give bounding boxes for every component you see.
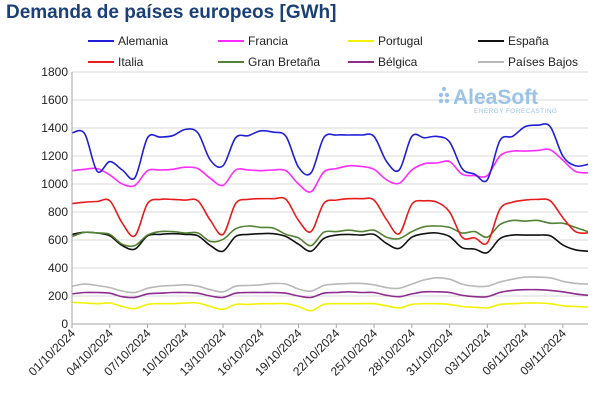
logo-mark-icon [438, 86, 450, 104]
legend-label-paises-bajos: Países Bajos [508, 55, 578, 69]
legend-label-gran-bretana: Gran Bretaña [248, 55, 320, 69]
series-line-portugal [71, 301, 589, 312]
legend-label-francia: Francia [248, 34, 288, 48]
legend-label-espana: España [508, 34, 549, 48]
y-tick-label: 800 [48, 205, 68, 219]
series-line-espana [71, 231, 589, 254]
chart-title: Demanda de países europeos [GWh] [6, 2, 337, 23]
legend-label-alemania: Alemania [118, 34, 168, 48]
logo-text: AleaSoft [453, 86, 538, 109]
y-tick-label: 0 [61, 317, 68, 331]
logo-tagline: ENERGY FORECASTING [474, 108, 557, 115]
series-line-gran-bretana [71, 219, 589, 248]
series-line-alemania [71, 123, 589, 183]
series-line-italia [71, 196, 589, 245]
series-lines [71, 123, 589, 312]
y-tick-label: 400 [48, 261, 68, 275]
y-tick-label: 1800 [41, 65, 68, 79]
series-line-francia [71, 148, 589, 193]
y-tick-label: 200 [48, 289, 68, 303]
y-tick-label: 1600 [41, 93, 68, 107]
y-tick-label: 1200 [41, 149, 68, 163]
y-tick-label: 1000 [41, 177, 68, 191]
legend-label-portugal: Portugal [378, 34, 423, 48]
legend-label-italia: Italia [118, 55, 144, 69]
y-tick-label: 1400 [41, 121, 68, 135]
series-line-paises-bajos [71, 276, 589, 294]
aleasoft-logo: AleaSoft ENERGY FORECASTING [438, 86, 557, 115]
series-line-belgica [71, 288, 589, 299]
y-tick-label: 600 [48, 233, 68, 247]
legend-label-belgica: Bélgica [378, 55, 418, 69]
legend: Alemania Francia Portugal España Italia Gran … [88, 34, 578, 69]
